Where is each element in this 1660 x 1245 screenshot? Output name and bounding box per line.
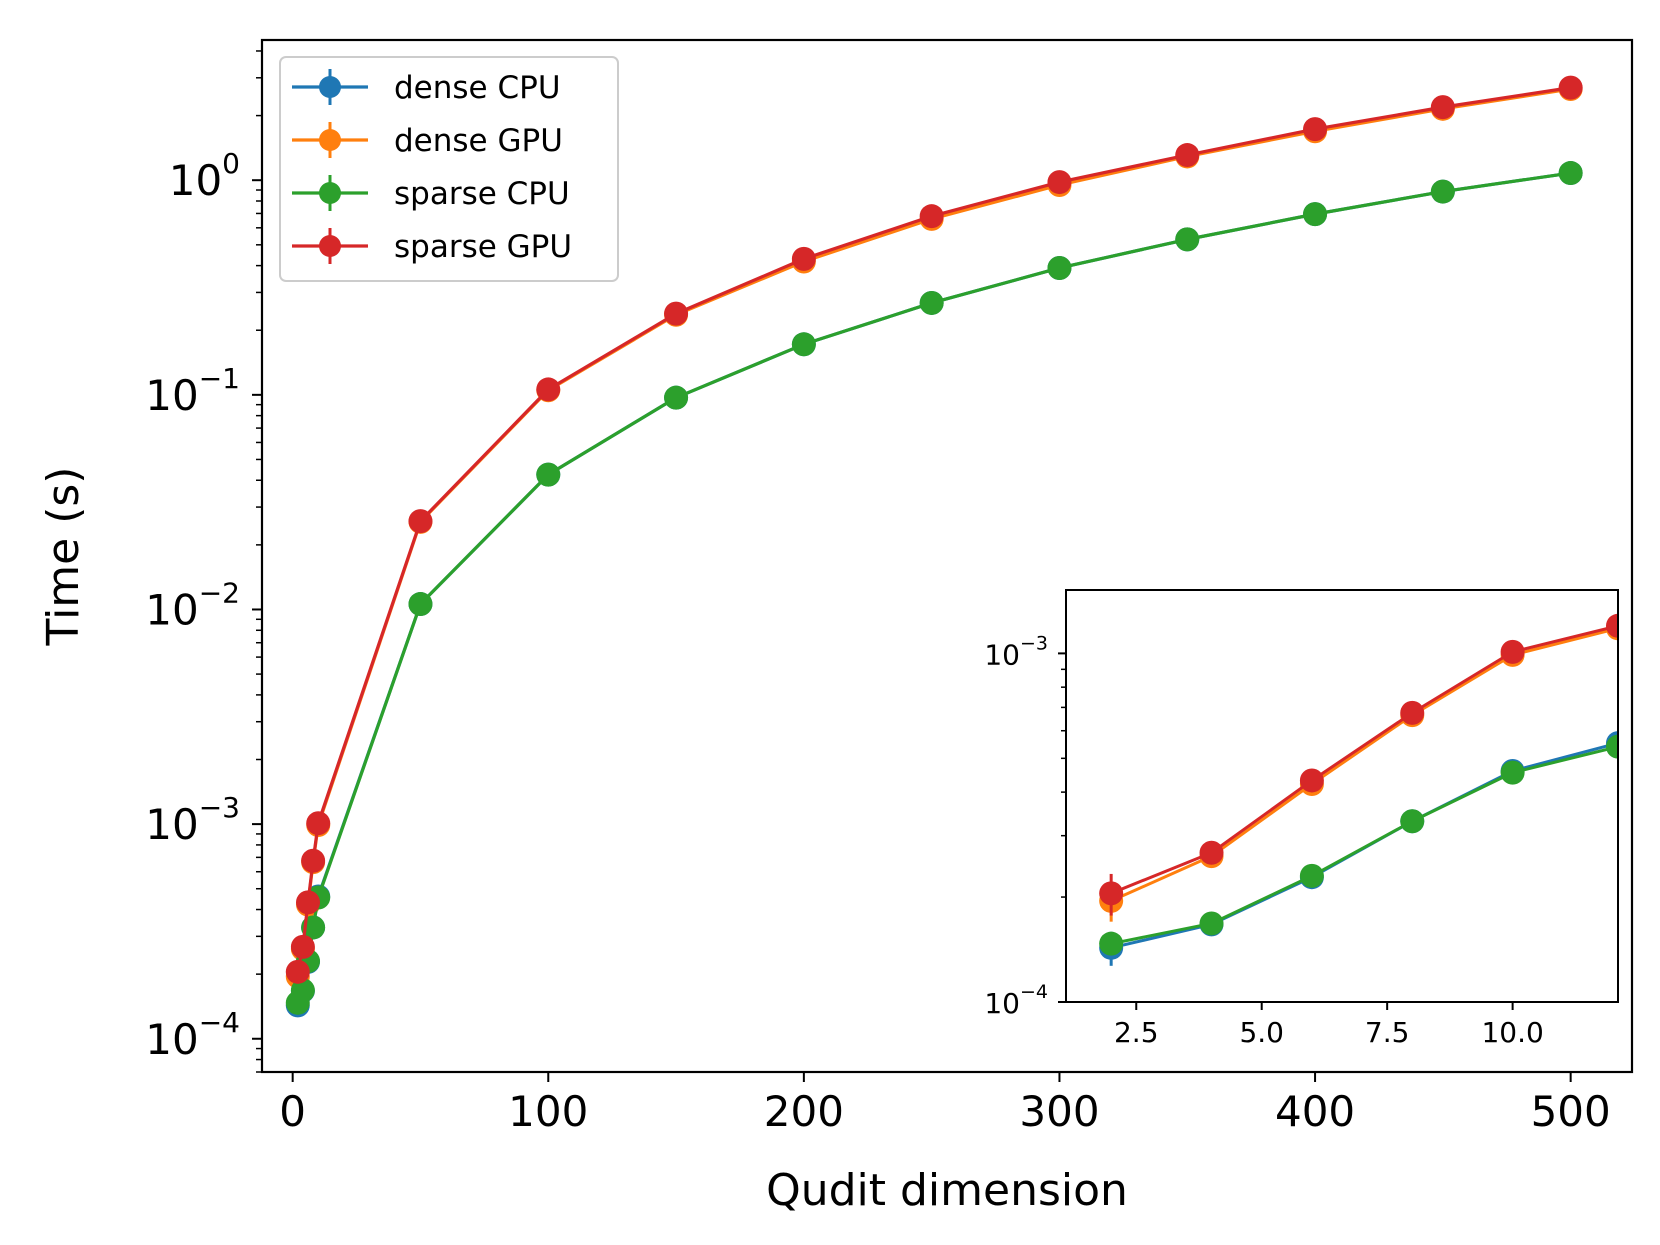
legend-label-sparse-cpu: sparse CPU bbox=[394, 176, 570, 212]
x-tick-label-100: 100 bbox=[508, 1087, 588, 1136]
legend-entry-sparse-cpu: sparse CPU bbox=[292, 175, 570, 212]
data-point-sparse-cpu-12 bbox=[1303, 202, 1328, 227]
data-point-sparse-cpu-6 bbox=[536, 462, 561, 487]
legend-swatch-marker bbox=[319, 235, 341, 257]
main-axes-frame bbox=[260, 38, 1634, 1074]
data-point-sparse-gpu-2 bbox=[1299, 768, 1324, 793]
x-tick-label-200: 200 bbox=[764, 1087, 844, 1136]
main-series-group bbox=[285, 75, 1583, 1018]
x-tick-label-300: 300 bbox=[1019, 1087, 1099, 1136]
data-point-sparse-cpu-11 bbox=[1175, 227, 1200, 252]
data-point-sparse-gpu-7 bbox=[664, 301, 689, 326]
main-axis-ticks: 0 100 200 300 400 500 10−4 10−3 10−2 10−1 100 bbox=[145, 50, 1611, 1136]
x-axis-title: Qudit dimension bbox=[766, 1165, 1128, 1216]
data-point-sparse-cpu-1 bbox=[290, 978, 315, 1003]
inset-axes-frame bbox=[1065, 589, 1619, 1003]
series-sparse-gpu bbox=[285, 75, 1583, 984]
legend-label-dense-gpu: dense GPU bbox=[394, 123, 563, 159]
series-line-sparse-gpu bbox=[1110, 624, 1618, 895]
data-point-sparse-cpu-8 bbox=[791, 332, 816, 357]
legend-swatch-marker bbox=[319, 129, 341, 151]
data-point-sparse-gpu-10 bbox=[1047, 170, 1072, 195]
data-point-sparse-cpu-14 bbox=[1558, 161, 1583, 186]
data-point-sparse-gpu-6 bbox=[536, 377, 561, 402]
y-tick-label-1em1: 10−1 bbox=[145, 362, 240, 420]
data-point-sparse-cpu-10 bbox=[1047, 255, 1072, 280]
data-point-sparse-gpu-1 bbox=[1199, 840, 1224, 865]
legend-swatch-marker bbox=[319, 76, 341, 98]
x-tick-label-400: 400 bbox=[1275, 1087, 1355, 1136]
x-tick-label-500: 500 bbox=[1531, 1087, 1611, 1136]
x-tick-label-2-5: 2.5 bbox=[1114, 1016, 1159, 1049]
legend-entry-dense-cpu: dense CPU bbox=[292, 69, 561, 106]
y-tick-label-1em3: 10−3 bbox=[984, 632, 1048, 671]
series-line-dense-gpu bbox=[1110, 626, 1618, 903]
data-point-sparse-cpu-5 bbox=[408, 592, 433, 617]
data-point-sparse-cpu-3 bbox=[1400, 809, 1425, 834]
inset-series-group bbox=[1099, 613, 1618, 966]
series-sparse-gpu bbox=[1099, 613, 1618, 916]
y-tick-label-1em4: 10−4 bbox=[145, 1006, 240, 1064]
data-point-sparse-cpu-7 bbox=[664, 385, 689, 410]
legend-swatch-marker bbox=[319, 182, 341, 204]
legend: dense CPU dense GPU sparse CPU sparse GPU bbox=[279, 56, 619, 282]
y-tick-label-1em2: 10−2 bbox=[145, 576, 240, 634]
legend-entry-dense-gpu: dense GPU bbox=[292, 122, 563, 159]
data-point-sparse-gpu-0 bbox=[1099, 881, 1124, 906]
series-sparse-cpu bbox=[1099, 734, 1618, 956]
legend-label-dense-cpu: dense CPU bbox=[394, 70, 561, 106]
data-point-sparse-gpu-3 bbox=[1400, 700, 1425, 725]
x-tick-label-0: 0 bbox=[279, 1087, 306, 1136]
data-point-sparse-gpu-12 bbox=[1303, 117, 1328, 142]
y-axis-title: Time (s) bbox=[38, 467, 89, 647]
data-point-sparse-gpu-1 bbox=[290, 934, 315, 959]
data-point-sparse-cpu-4 bbox=[1500, 760, 1525, 785]
data-point-sparse-cpu-9 bbox=[919, 290, 944, 315]
y-tick-label-1em4: 10−4 bbox=[984, 981, 1048, 1020]
data-point-sparse-gpu-5 bbox=[1606, 613, 1618, 638]
data-point-sparse-cpu-2 bbox=[1299, 863, 1324, 888]
data-point-sparse-gpu-5 bbox=[408, 509, 433, 534]
x-tick-label-7-5: 7.5 bbox=[1365, 1016, 1410, 1049]
legend-entry-sparse-gpu: sparse GPU bbox=[292, 228, 572, 265]
data-point-sparse-cpu-0 bbox=[1099, 931, 1124, 956]
data-point-sparse-gpu-2 bbox=[296, 890, 321, 915]
data-point-sparse-gpu-9 bbox=[919, 204, 944, 229]
data-point-sparse-gpu-14 bbox=[1558, 75, 1583, 100]
data-point-sparse-gpu-0 bbox=[285, 959, 310, 984]
data-point-sparse-gpu-13 bbox=[1430, 95, 1455, 120]
series-line-sparse-cpu bbox=[1110, 745, 1618, 946]
data-point-sparse-cpu-13 bbox=[1430, 179, 1455, 204]
data-point-sparse-cpu-1 bbox=[1199, 911, 1224, 936]
x-tick-label-5-0: 5.0 bbox=[1239, 1016, 1284, 1049]
legend-box bbox=[279, 56, 619, 282]
data-point-sparse-gpu-3 bbox=[301, 848, 326, 873]
y-tick-label-1em3: 10−3 bbox=[145, 791, 240, 849]
x-tick-label-10-0: 10.0 bbox=[1481, 1016, 1543, 1049]
data-point-sparse-gpu-4 bbox=[306, 811, 331, 836]
data-point-sparse-gpu-11 bbox=[1175, 143, 1200, 168]
legend-label-sparse-gpu: sparse GPU bbox=[394, 229, 572, 265]
data-point-sparse-gpu-8 bbox=[791, 246, 816, 271]
data-point-sparse-gpu-4 bbox=[1500, 639, 1525, 664]
y-tick-label-1e0: 100 bbox=[169, 147, 240, 205]
data-point-sparse-cpu-5 bbox=[1606, 734, 1618, 759]
